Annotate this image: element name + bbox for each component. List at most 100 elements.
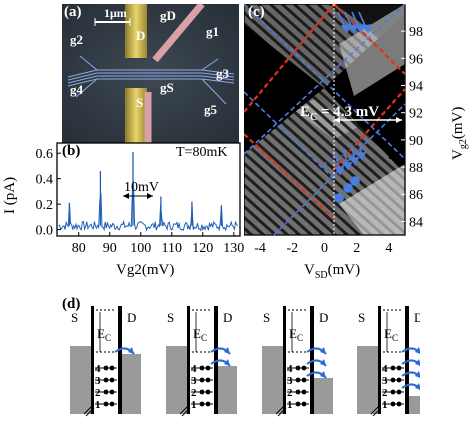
break-mark	[181, 407, 191, 417]
tunnel-arrow-head	[415, 371, 420, 378]
break-mark	[277, 407, 287, 417]
drain-barrier	[310, 306, 314, 414]
electron	[199, 365, 205, 371]
gate-gD-label: gD	[160, 8, 176, 23]
electron	[295, 377, 301, 383]
level-number: 1	[95, 399, 101, 411]
level-number: 1	[382, 399, 388, 411]
tunnel-arrow-head	[320, 347, 326, 354]
electron	[295, 401, 301, 407]
tunnel-arrow-head	[224, 347, 230, 354]
electron	[205, 377, 211, 383]
level-number: 2	[191, 387, 197, 399]
charging-energy-label: EC	[384, 326, 398, 343]
electron	[109, 365, 115, 371]
charging-energy-label: EC	[193, 326, 207, 343]
level-number: 3	[95, 375, 101, 387]
y-tick-label: 0.4	[36, 173, 54, 188]
y-tick-label: 96	[409, 52, 423, 67]
gate-g3-label: g3	[216, 66, 229, 81]
break-mark	[370, 405, 380, 415]
level-number: 1	[287, 399, 293, 411]
drain-barrier	[405, 306, 409, 414]
x-tick-label: -2	[286, 241, 298, 256]
drain-label: D	[414, 310, 420, 325]
electron	[301, 401, 307, 407]
source-fermi-sea	[357, 346, 379, 414]
drain-barrier	[118, 306, 122, 414]
break-mark	[179, 405, 189, 415]
level-number: 3	[382, 375, 388, 387]
level-label-4: 4	[322, 160, 328, 172]
source-barrier	[283, 306, 286, 414]
y-tick-label: 92	[409, 107, 423, 122]
tunnel-arrow-head	[415, 383, 420, 390]
level-label-2: 2	[341, 147, 347, 159]
panel-d-label: (d)	[62, 296, 81, 312]
electron	[301, 365, 307, 371]
electron	[396, 377, 402, 383]
level-number: 1	[191, 399, 197, 411]
electron	[109, 377, 115, 383]
drain-fermi-sea	[121, 354, 141, 414]
y-tick-label: 84	[409, 215, 423, 230]
drain-label: D	[223, 310, 232, 325]
tunnel-arrow-head	[320, 371, 326, 378]
charging-energy-label: EC	[289, 326, 303, 343]
electron	[199, 401, 205, 407]
drain-barrier	[214, 306, 218, 414]
electron	[109, 389, 115, 395]
level-number: 3	[287, 375, 293, 387]
current-trace	[58, 181, 239, 232]
electron	[396, 389, 402, 395]
level-number: 4	[287, 363, 293, 375]
source-barrier	[187, 306, 190, 414]
panel-c-ylabel: Vg2(mV)	[450, 106, 469, 160]
level-number: 2	[382, 387, 388, 399]
charging-energy-label: EC = 4.3 mV	[300, 104, 380, 123]
y-tick-label: 90	[409, 134, 423, 149]
panel-a-label: (a)	[64, 4, 82, 20]
tunnel-arrow-head	[415, 347, 420, 354]
level-number: 4	[382, 363, 388, 375]
electron	[390, 365, 396, 371]
drain-fermi-sea	[408, 396, 420, 414]
drain-fermi-sea	[313, 378, 333, 414]
panel-c-xlabel: VSD(mV)	[304, 262, 361, 281]
drain-contact	[125, 4, 147, 58]
electron	[205, 401, 211, 407]
x-tick-label: 120	[192, 241, 213, 256]
source-label: S	[358, 310, 365, 325]
electron	[301, 377, 307, 383]
electron	[109, 401, 115, 407]
source-barrier	[91, 306, 94, 414]
x-tick-label: 80	[72, 241, 86, 256]
source-label: S	[263, 310, 270, 325]
y-tick-label: 0.2	[36, 198, 54, 213]
y-tick-label: 0.6	[36, 147, 54, 162]
source-label: S	[71, 310, 78, 325]
electron	[390, 377, 396, 383]
break-mark	[85, 407, 95, 417]
interval-annotation: 10mV	[124, 180, 159, 195]
source-barrier	[378, 306, 381, 414]
tunnel-arrow-head	[128, 347, 134, 354]
level-number: 2	[287, 387, 293, 399]
panel-a-sem-image	[62, 4, 239, 144]
x-tick-label: 0	[321, 241, 328, 256]
drain-label: D	[136, 28, 146, 43]
x-tick-label: 100	[130, 241, 151, 256]
electron	[199, 389, 205, 395]
electron	[390, 389, 396, 395]
tunnel-arrow-head	[224, 359, 230, 366]
gate-g1-label: g1	[206, 24, 219, 39]
break-mark	[275, 405, 285, 415]
panel-c-xaxis: -4 -2 0 2 4	[254, 241, 392, 256]
electron	[103, 389, 109, 395]
electron	[103, 365, 109, 371]
source-fermi-sea	[166, 346, 188, 414]
gate-g5-label: g5	[204, 102, 217, 117]
